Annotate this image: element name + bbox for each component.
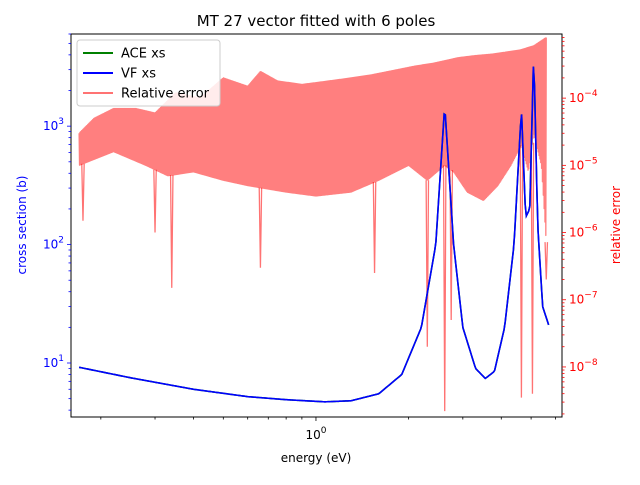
chart-title: MT 27 vector fitted with 6 poles — [197, 12, 436, 30]
relative-error-dip-9 — [530, 142, 535, 394]
relative-error-dip-6 — [442, 165, 447, 412]
y-left-tick-label: 103 — [43, 117, 64, 133]
y-axis-left: 101 102 103 — [43, 33, 71, 411]
relative-error-dip-8 — [519, 145, 524, 398]
legend-label: ACE xs — [121, 47, 166, 62]
y-right-tick-label: 10−8 — [569, 358, 598, 374]
y-axis-left-label: cross section (b) — [15, 176, 29, 275]
relative-error-line — [78, 37, 547, 237]
y-axis-right: 10−8 10−7 10−6 10−5 10−4 — [562, 37, 598, 415]
relative-error-dip-10 — [544, 242, 549, 280]
y-right-tick-label: 10−6 — [569, 224, 598, 240]
legend-box — [76, 39, 221, 107]
legend-label: VF xs — [121, 67, 156, 82]
relative-error-dip-2 — [169, 175, 174, 288]
relative-error-series — [78, 37, 549, 412]
y-left-tick-label: 102 — [43, 236, 64, 252]
y-right-tick-label: 10−5 — [569, 156, 598, 172]
plot-frame — [70, 33, 563, 418]
y-right-tick-label: 10−4 — [569, 89, 598, 105]
y-axis-right-label: relative error — [609, 186, 623, 264]
relative-error-dip-5 — [425, 180, 430, 347]
relative-error-dip-3 — [258, 187, 263, 268]
relative-error-dip-0 — [81, 163, 85, 221]
y-left-tick-label: 101 — [43, 354, 64, 370]
legend-label: Relative error — [121, 87, 210, 102]
relative-error-dip-4 — [372, 182, 377, 274]
legend: ACE xs VF xs Relative error — [76, 39, 221, 107]
x-tick-label: 100 — [305, 426, 326, 442]
cross-section-series — [78, 66, 550, 403]
x-axis: 100 — [100, 417, 556, 442]
vf-xs-line — [78, 66, 550, 403]
y-right-tick-label: 10−7 — [569, 291, 598, 307]
relative-error-dip-1 — [153, 169, 157, 233]
x-axis-label: energy (eV) — [281, 451, 352, 465]
